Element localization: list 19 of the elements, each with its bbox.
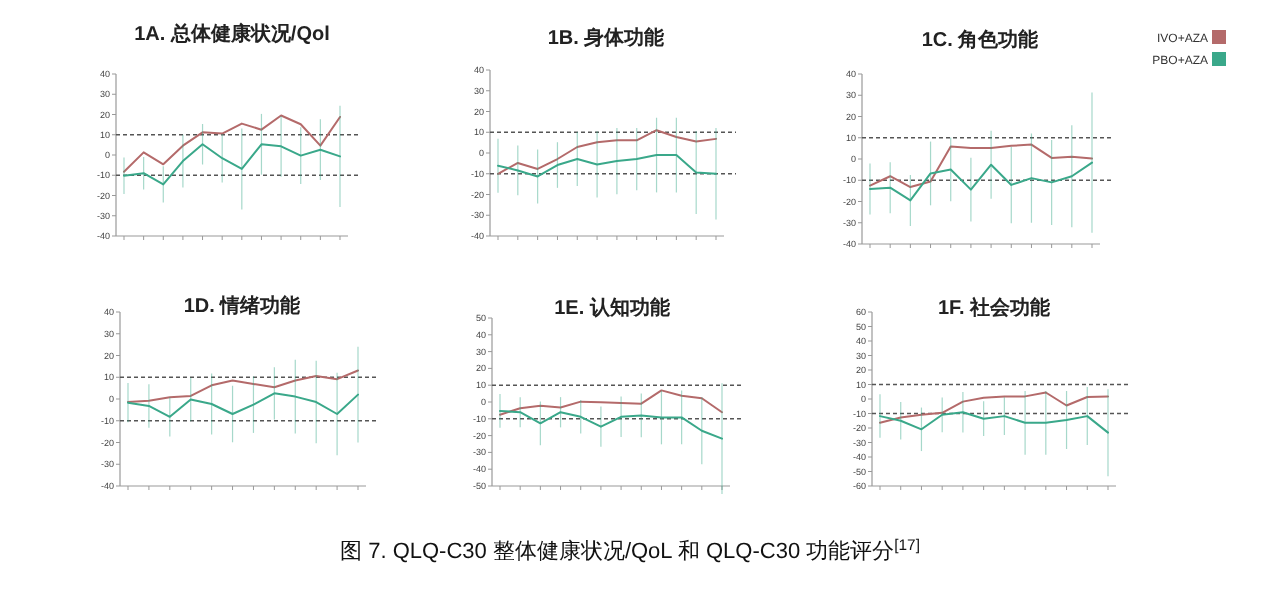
chart-title: 1A. 总体健康状况/Qol — [134, 22, 331, 46]
line-series — [497, 129, 717, 175]
chart-title: 1F. 社会功能 — [937, 296, 1053, 320]
chart-title: 1C. 角色功能 — [921, 28, 1041, 52]
line-series — [499, 389, 723, 416]
chart-title: 1B. 身体功能 — [547, 26, 667, 50]
line-series — [869, 143, 1093, 189]
line-series — [869, 161, 1093, 202]
line-series — [127, 369, 359, 404]
line-series — [123, 143, 341, 186]
line-series — [127, 392, 359, 418]
line-series — [879, 391, 1109, 424]
line-series — [123, 114, 341, 173]
chart-title: 1D. 情绪功能 — [183, 294, 303, 318]
line-series — [879, 411, 1109, 434]
caption: 图 7. QLQ-C30 整体健康状况/QoL 和 QLQ-C30 功能评分$^{[17]}$ — [340, 535, 920, 564]
line-series — [497, 154, 717, 178]
line-series — [499, 409, 723, 440]
chart-title: 1E. 认知功能 — [554, 296, 672, 320]
